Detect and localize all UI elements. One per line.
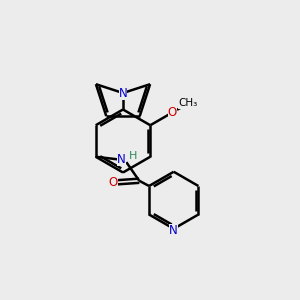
Text: H: H xyxy=(128,151,137,161)
Text: CH₃: CH₃ xyxy=(178,98,198,109)
Text: N: N xyxy=(117,153,126,166)
Text: O: O xyxy=(168,106,177,119)
Text: N: N xyxy=(118,86,127,100)
Text: O: O xyxy=(109,176,118,189)
Text: N: N xyxy=(169,224,178,237)
